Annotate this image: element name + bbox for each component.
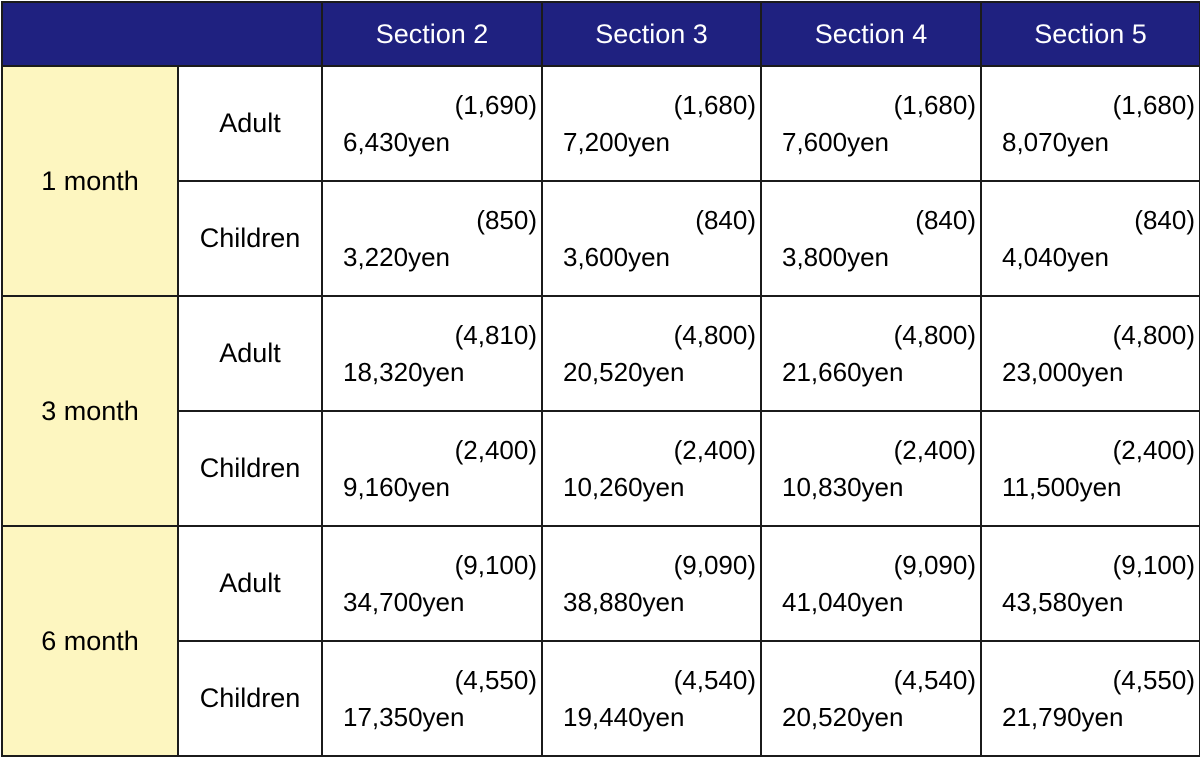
- bracketed-fare: (2,400): [1112, 434, 1195, 465]
- fare-cell: (840) 3,800yen: [760, 180, 982, 297]
- bracketed-fare: (4,810): [454, 319, 537, 350]
- fare-cell: (850) 3,220yen: [321, 180, 543, 297]
- bracketed-fare: (9,090): [893, 549, 976, 580]
- table-row: 1 month Adult (1,690) 6,430yen (1,680) 7,200y…: [1, 65, 1200, 297]
- fare-cell: (2,400) 9,160yen: [321, 410, 543, 527]
- fare-price: 34,700yen: [343, 586, 465, 617]
- header-section-2: Section 2: [321, 1, 543, 67]
- fare-price: 4,040yen: [1002, 241, 1109, 272]
- fare-cell: (1,680) 7,600yen: [760, 65, 982, 182]
- fare-price: 20,520yen: [782, 701, 904, 732]
- bracketed-fare: (4,540): [893, 664, 976, 695]
- header-corner: [1, 1, 323, 67]
- bracketed-fare: (1,680): [1112, 89, 1195, 120]
- period-label: 1 month: [1, 65, 179, 297]
- passenger-type-label: Adult: [177, 525, 323, 642]
- fare-cell: (9,090) 38,880yen: [541, 525, 762, 642]
- fare-cell: (1,690) 6,430yen: [321, 65, 543, 182]
- fare-price: 38,880yen: [563, 586, 685, 617]
- bracketed-fare: (4,800): [893, 319, 976, 350]
- header-row: Section 2 Section 3 Section 4 Section 5: [1, 1, 1200, 67]
- fare-cell: (4,540) 19,440yen: [541, 640, 762, 757]
- fare-cell: (4,800) 21,660yen: [760, 295, 982, 412]
- fare-cell: (4,550) 17,350yen: [321, 640, 543, 757]
- fare-price: 6,430yen: [343, 126, 450, 157]
- bracketed-fare: (4,800): [1112, 319, 1195, 350]
- fare-cell: (4,810) 18,320yen: [321, 295, 543, 412]
- fare-price: 18,320yen: [343, 356, 465, 387]
- bracketed-fare: (9,100): [1112, 549, 1195, 580]
- fare-price: 20,520yen: [563, 356, 685, 387]
- period-label: 6 month: [1, 525, 179, 757]
- fare-price: 7,600yen: [782, 126, 889, 157]
- passenger-type-label: Children: [177, 410, 323, 527]
- fare-cell: (4,550) 21,790yen: [980, 640, 1200, 757]
- bracketed-fare: (840): [915, 204, 976, 235]
- bracketed-fare: (840): [695, 204, 756, 235]
- fare-price: 23,000yen: [1002, 356, 1124, 387]
- passenger-type-label: Adult: [177, 65, 323, 182]
- fare-cell: (1,680) 8,070yen: [980, 65, 1200, 182]
- fare-cell: (2,400) 11,500yen: [980, 410, 1200, 527]
- fare-cell: (9,100) 34,700yen: [321, 525, 543, 642]
- passenger-type-label: Children: [177, 640, 323, 757]
- bracketed-fare: (4,800): [673, 319, 756, 350]
- fare-price: 41,040yen: [782, 586, 904, 617]
- fare-price: 3,600yen: [563, 241, 670, 272]
- fare-table: Section 2 Section 3 Section 4 Section 5 …: [1, 1, 1200, 757]
- fare-cell: (4,800) 20,520yen: [541, 295, 762, 412]
- fare-cell: (4,800) 23,000yen: [980, 295, 1200, 412]
- table-row: Children (2,400) 9,160yen (2,400) 10,260yen(…: [2, 410, 1200, 527]
- bracketed-fare: (1,690): [454, 89, 537, 120]
- fare-price: 17,350yen: [343, 701, 465, 732]
- fare-price: 3,220yen: [343, 241, 450, 272]
- fare-cell: (9,090) 41,040yen: [760, 525, 982, 642]
- bracketed-fare: (840): [1134, 204, 1195, 235]
- bracketed-fare: (2,400): [454, 434, 537, 465]
- bracketed-fare: (4,550): [454, 664, 537, 695]
- bracketed-fare: (850): [476, 204, 537, 235]
- fare-cell: (2,400) 10,260yen: [541, 410, 762, 527]
- fare-price: 10,260yen: [563, 471, 685, 502]
- fare-price: 21,660yen: [782, 356, 904, 387]
- passenger-type-label: Adult: [177, 295, 323, 412]
- fare-cell: (9,100) 43,580yen: [980, 525, 1200, 642]
- fare-cell: (2,400) 10,830yen: [760, 410, 982, 527]
- fare-cell: (4,540) 20,520yen: [760, 640, 982, 757]
- fare-price: 10,830yen: [782, 471, 904, 502]
- header-section-3: Section 3: [541, 1, 762, 67]
- passenger-type-label: Children: [177, 180, 323, 297]
- bracketed-fare: (9,100): [454, 549, 537, 580]
- header-section-4: Section 4: [760, 1, 982, 67]
- table-row: 6 month Adult (9,100) 34,700yen (9,090) 38,88…: [1, 525, 1200, 757]
- bracketed-fare: (4,540): [673, 664, 756, 695]
- fare-price: 21,790yen: [1002, 701, 1124, 732]
- fare-cell: (840) 4,040yen: [980, 180, 1200, 297]
- fare-price: 19,440yen: [563, 701, 685, 732]
- period-label: 3 month: [1, 295, 179, 527]
- bracketed-fare: (1,680): [893, 89, 976, 120]
- fare-cell: (840) 3,600yen: [541, 180, 762, 297]
- table-row: 3 month Adult (4,810) 18,320yen (4,800) 20,52…: [1, 295, 1200, 527]
- bracketed-fare: (2,400): [893, 434, 976, 465]
- fare-price: 7,200yen: [563, 126, 670, 157]
- fare-price: 8,070yen: [1002, 126, 1109, 157]
- bracketed-fare: (2,400): [673, 434, 756, 465]
- fare-cell: (1,680) 7,200yen: [541, 65, 762, 182]
- bracketed-fare: (9,090): [673, 549, 756, 580]
- fare-table-body: 1 month Adult (1,690) 6,430yen (1,680) 7,200y…: [1, 65, 1200, 757]
- fare-price: 11,500yen: [1002, 471, 1122, 502]
- fare-price: 9,160yen: [343, 471, 450, 502]
- bracketed-fare: (4,550): [1112, 664, 1195, 695]
- bracketed-fare: (1,680): [673, 89, 756, 120]
- header-section-5: Section 5: [980, 1, 1200, 67]
- table-row: Children (4,550) 17,350yen (4,540) 19,440yen…: [2, 640, 1200, 757]
- fare-price: 43,580yen: [1002, 586, 1124, 617]
- table-row: Children (850) 3,220yen (840) 3,600yen (840) 3…: [2, 180, 1200, 297]
- fare-price: 3,800yen: [782, 241, 889, 272]
